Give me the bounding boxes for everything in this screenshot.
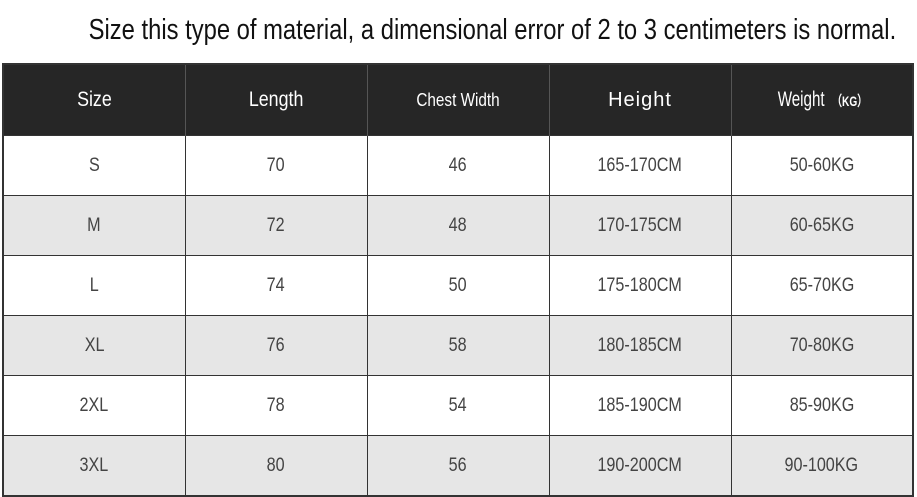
table-cell: 170-175CM	[548, 195, 732, 256]
table-cell: 180-185CM	[548, 315, 732, 376]
table-cell: 3XL	[2, 435, 186, 497]
table-cell: 50-60KG	[730, 135, 914, 196]
table-cell: 90-100KG	[730, 435, 914, 497]
page-title: Size this type of material, a dimensiona…	[88, 14, 897, 46]
table-row: 2XL 78 54 185-190CM 85-90KG	[2, 375, 914, 436]
table-cell: XL	[2, 315, 186, 376]
header-row: Size Length Chest Width Height Weight （KG…	[3, 64, 914, 136]
table-cell: L	[2, 255, 186, 316]
table-cell: 72	[184, 195, 368, 256]
table-cell: M	[2, 195, 186, 256]
table-cell: 2XL	[2, 375, 186, 436]
table-cell: 74	[184, 255, 368, 316]
table-cell: 50	[366, 255, 550, 316]
header-length: Length	[185, 64, 368, 136]
table-cell: S	[2, 135, 186, 196]
table-cell: 185-190CM	[548, 375, 732, 436]
table-cell: 76	[184, 315, 368, 376]
table-cell: 60-65KG	[730, 195, 914, 256]
header-chest-width: Chest Width	[367, 64, 550, 136]
table-row: 3XL 80 56 190-200CM 90-100KG	[2, 435, 914, 497]
table-cell: 48	[366, 195, 550, 256]
table-cell: 85-90KG	[730, 375, 914, 436]
table-row: L 74 50 175-180CM 65-70KG	[2, 255, 914, 316]
header-weight: Weight （KG）	[731, 64, 914, 136]
table-cell: 190-200CM	[548, 435, 732, 497]
table-cell: 70	[184, 135, 368, 196]
table-cell: 165-170CM	[548, 135, 732, 196]
table-cell: 54	[366, 375, 550, 436]
table-cell: 175-180CM	[548, 255, 732, 316]
table-cell: 46	[366, 135, 550, 196]
table-cell: 65-70KG	[730, 255, 914, 316]
header-height: Height	[549, 64, 732, 136]
table-cell: 58	[366, 315, 550, 376]
table-row: S 70 46 165-170CM 50-60KG	[2, 135, 914, 196]
table-cell: 70-80KG	[730, 315, 914, 376]
table-cell: 78	[184, 375, 368, 436]
table-row: M 72 48 170-175CM 60-65KG	[2, 195, 914, 256]
header-size: Size	[3, 64, 186, 136]
table-row: XL 76 58 180-185CM 70-80KG	[2, 315, 914, 376]
size-chart-table: Size Length Chest Width Height Weight （KG…	[2, 63, 914, 497]
